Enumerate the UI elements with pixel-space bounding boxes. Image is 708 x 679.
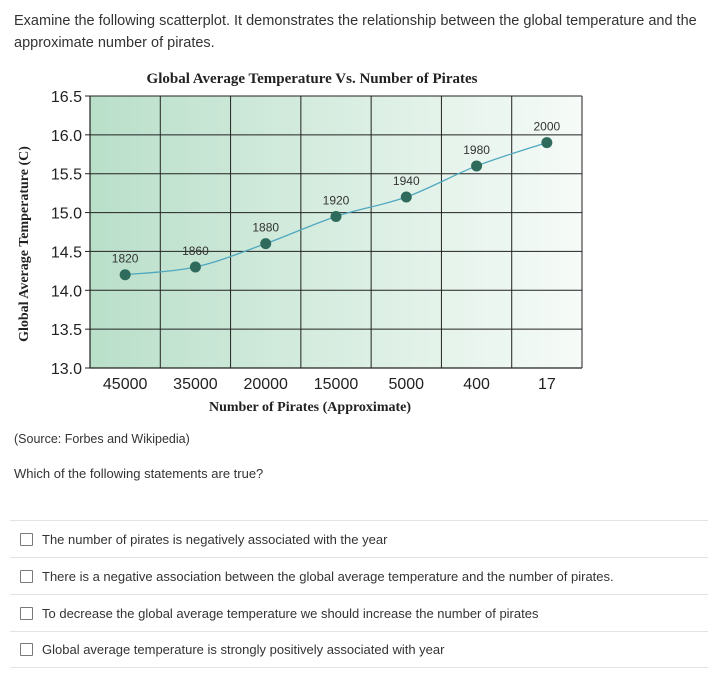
data-point-label: 1920 xyxy=(323,193,350,207)
x-tick-label: 35000 xyxy=(173,376,218,393)
plot-background xyxy=(90,96,582,368)
data-point xyxy=(330,210,342,222)
y-tick-label: 13.0 xyxy=(51,361,82,378)
data-point-label: 2000 xyxy=(534,120,561,134)
option-4[interactable]: Global average temperature is strongly p… xyxy=(10,631,708,668)
x-tick-label: 5000 xyxy=(388,376,424,393)
data-point-label: 1880 xyxy=(252,221,279,235)
y-tick-label: 13.5 xyxy=(51,322,82,339)
x-tick-label: 20000 xyxy=(243,376,288,393)
y-tick-label: 14.5 xyxy=(51,244,82,261)
checkbox-1[interactable] xyxy=(20,532,33,546)
data-point xyxy=(189,261,201,273)
scatterplot-svg: 16.5 16.0 15.5 15.0 14.5 14.0 13.5 13.0 45000 350… xyxy=(17,71,583,415)
y-tick-label: 16.0 xyxy=(51,128,82,145)
question-intro: Examine the following scatterplot. It de… xyxy=(14,13,697,51)
option-1-label: The number of pirates is negatively asso… xyxy=(42,531,388,547)
data-point xyxy=(400,191,412,203)
data-point-label: 1860 xyxy=(182,244,209,258)
data-point-label: 1980 xyxy=(463,143,490,157)
x-tick-label: 45000 xyxy=(103,376,148,393)
data-point-label: 1940 xyxy=(393,174,420,188)
y-axis-label: Global Average Temperature (C) xyxy=(17,146,32,342)
option-1[interactable]: The number of pirates is negatively asso… xyxy=(10,520,708,557)
checkbox-2[interactable] xyxy=(20,569,33,583)
x-tick-label: 17 xyxy=(538,376,556,393)
option-4-label: Global average temperature is strongly p… xyxy=(42,642,445,657)
scatterplot-figure: 16.5 16.0 15.5 15.0 14.5 14.0 13.5 13.0 45000 350… xyxy=(0,66,708,421)
option-2-label: There is a negative association between … xyxy=(42,568,614,584)
data-point xyxy=(260,238,272,250)
question-prompt: Which of the following statements are tr… xyxy=(14,466,264,481)
checkbox-3[interactable] xyxy=(20,606,33,620)
y-tick-label: 15.0 xyxy=(51,206,82,223)
option-2[interactable]: There is a negative association between … xyxy=(10,557,708,594)
chart-title: Global Average Temperature Vs. Number of… xyxy=(147,71,478,87)
x-tick-label: 15000 xyxy=(314,376,359,393)
x-tick-label: 400 xyxy=(463,376,490,393)
y-tick-label: 15.5 xyxy=(51,167,82,184)
data-point xyxy=(471,160,483,172)
option-3-label: To decrease the global average temperatu… xyxy=(42,605,539,621)
checkbox-4[interactable] xyxy=(20,643,33,656)
y-tick-label: 14.0 xyxy=(51,283,82,300)
data-point xyxy=(541,137,553,149)
source-note: (Source: Forbes and Wikipedia) xyxy=(14,432,190,446)
data-point xyxy=(119,269,131,281)
data-point-label: 1820 xyxy=(112,252,139,266)
option-3[interactable]: To decrease the global average temperatu… xyxy=(10,594,708,631)
answer-options: The number of pirates is negatively asso… xyxy=(10,520,708,668)
y-tick-label: 16.5 xyxy=(51,89,82,106)
x-axis-label: Number of Pirates (Approximate) xyxy=(209,400,411,415)
